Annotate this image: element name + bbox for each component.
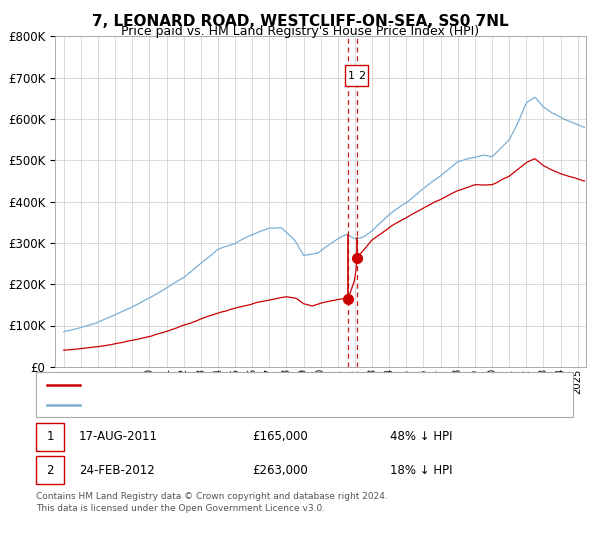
Text: HPI: Average price, detached house, Southend-on-Sea: HPI: Average price, detached house, Sout… <box>87 400 390 410</box>
Text: 2: 2 <box>358 71 365 81</box>
Text: 1: 1 <box>46 430 54 444</box>
Text: This data is licensed under the Open Government Licence v3.0.: This data is licensed under the Open Gov… <box>36 504 325 513</box>
Text: 18% ↓ HPI: 18% ↓ HPI <box>390 464 452 477</box>
Text: £263,000: £263,000 <box>252 464 308 477</box>
Text: 1: 1 <box>349 71 355 81</box>
Text: 2: 2 <box>46 464 54 477</box>
Text: 7, LEONARD ROAD, WESTCLIFF-ON-SEA, SS0 7NL: 7, LEONARD ROAD, WESTCLIFF-ON-SEA, SS0 7… <box>92 14 508 29</box>
Text: £165,000: £165,000 <box>252 430 308 444</box>
Text: 24-FEB-2012: 24-FEB-2012 <box>79 464 155 477</box>
Text: Price paid vs. HM Land Registry's House Price Index (HPI): Price paid vs. HM Land Registry's House … <box>121 25 479 38</box>
Text: 48% ↓ HPI: 48% ↓ HPI <box>390 430 452 444</box>
Text: 7, LEONARD ROAD, WESTCLIFF-ON-SEA, SS0 7NL (detached house): 7, LEONARD ROAD, WESTCLIFF-ON-SEA, SS0 7… <box>87 380 462 390</box>
Text: 17-AUG-2011: 17-AUG-2011 <box>79 430 158 444</box>
Text: Contains HM Land Registry data © Crown copyright and database right 2024.: Contains HM Land Registry data © Crown c… <box>36 492 388 501</box>
